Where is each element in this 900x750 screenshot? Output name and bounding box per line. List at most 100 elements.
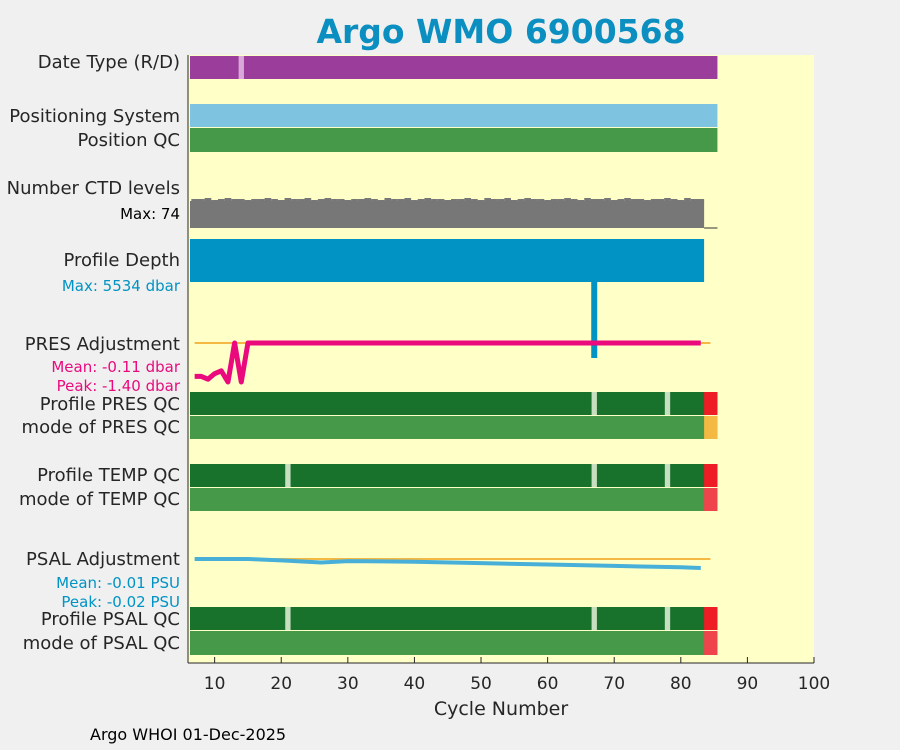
ctd-levels-cell bbox=[231, 199, 238, 202]
ctd-levels-cell bbox=[464, 198, 472, 201]
label-mode-pres-qc: mode of PRES QC bbox=[21, 417, 180, 438]
ctd-levels-cell bbox=[670, 199, 678, 202]
ctd-levels-cell bbox=[417, 199, 425, 202]
ctd-levels-cell bbox=[484, 198, 492, 201]
label-profile-psal-qc: Profile PSAL QC bbox=[40, 609, 180, 630]
ctd-levels-cell bbox=[510, 200, 518, 203]
ctd-levels-cell bbox=[331, 199, 338, 202]
ctd-levels-cell bbox=[404, 198, 412, 201]
ctd-levels-cell bbox=[391, 199, 398, 202]
ctd-levels-cell bbox=[537, 199, 545, 202]
ctd-levels-cell bbox=[424, 198, 432, 201]
ctd-levels-cell bbox=[211, 200, 218, 203]
label-pres-peak: Peak: -1.40 dbar bbox=[56, 377, 180, 395]
mode-psal-qc-bad bbox=[704, 631, 718, 655]
profile-depth-spike bbox=[591, 282, 598, 358]
label-depth-max: Max: 5534 dbar bbox=[61, 277, 180, 295]
ctd-levels-cell bbox=[491, 199, 498, 202]
ctd-levels-cell bbox=[237, 199, 245, 202]
ctd-levels-cell bbox=[544, 200, 551, 203]
label-pres-adjustment: PRES Adjustment bbox=[24, 334, 180, 355]
ctd-levels-cell bbox=[251, 199, 258, 202]
ctd-levels-cell bbox=[257, 199, 265, 202]
x-tick-label: 70 bbox=[603, 674, 626, 694]
ctd-levels-cell bbox=[204, 198, 212, 201]
ctd-levels-cell bbox=[264, 198, 272, 201]
x-tick-label: 90 bbox=[736, 674, 759, 694]
mode-psal-qc-bar bbox=[190, 631, 718, 655]
ctd-levels-cell bbox=[277, 200, 285, 203]
ctd-levels-cell bbox=[684, 198, 691, 201]
ctd-levels-cell bbox=[431, 199, 438, 202]
ctd-levels-cell bbox=[471, 199, 478, 202]
date-type-gap bbox=[238, 56, 244, 79]
ctd-levels-cell bbox=[384, 198, 392, 201]
ctd-levels-cell bbox=[317, 199, 325, 202]
mode-pres-qc-flag bbox=[704, 416, 718, 439]
ctd-levels-cell bbox=[457, 199, 465, 202]
ctd-levels-cell bbox=[444, 200, 452, 203]
ctd-levels-cell bbox=[624, 198, 631, 201]
ctd-levels-cell bbox=[291, 199, 298, 202]
ctd-levels-cell bbox=[497, 199, 505, 202]
profile-pres-qc-bad bbox=[704, 392, 718, 415]
x-tick-label: 10 bbox=[203, 674, 226, 694]
mode-temp-qc-bad bbox=[704, 488, 718, 511]
label-date-type: Date Type (R/D) bbox=[37, 52, 180, 73]
ctd-levels-cell bbox=[557, 199, 565, 202]
ctd-levels-cell bbox=[411, 200, 418, 203]
label-position-qc: Position QC bbox=[77, 130, 180, 151]
ctd-levels-cell bbox=[377, 200, 385, 203]
ctd-levels-cell bbox=[357, 199, 365, 202]
profile-depth-bar bbox=[190, 239, 705, 282]
label-profile-pres-qc: Profile PRES QC bbox=[39, 394, 180, 415]
ctd-levels-cell bbox=[590, 199, 598, 202]
label-ctd-max: Max: 74 bbox=[120, 205, 180, 223]
ctd-levels-cell bbox=[244, 200, 252, 203]
ctd-levels-cell bbox=[224, 198, 232, 201]
ctd-levels-cell bbox=[364, 198, 372, 201]
x-tick-label: 40 bbox=[403, 674, 426, 694]
ctd-levels-cell bbox=[371, 199, 378, 202]
label-mode-psal-qc: mode of PSAL QC bbox=[22, 633, 180, 654]
ctd-levels-cell bbox=[664, 198, 671, 201]
ctd-levels-cell bbox=[271, 199, 278, 202]
profile-temp-qc-bad bbox=[704, 464, 718, 487]
label-profile-depth: Profile Depth bbox=[63, 250, 180, 271]
profile-psal-qc-gap bbox=[591, 607, 597, 630]
ctd-levels-cell bbox=[530, 199, 538, 202]
x-tick-label: 100 bbox=[797, 674, 831, 694]
footer-credit: Argo WHOI 01-Dec-2025 bbox=[90, 725, 287, 744]
chart-title: Argo WMO 6900568 bbox=[316, 12, 686, 51]
ctd-levels-cell bbox=[604, 198, 611, 201]
ctd-levels-cell bbox=[570, 199, 578, 202]
ctd-levels-cell bbox=[677, 200, 685, 203]
ctd-levels-cell bbox=[344, 200, 352, 203]
ctd-levels-cell bbox=[644, 200, 651, 203]
label-positioning-system: Positioning System bbox=[9, 106, 180, 127]
x-tick-label: 30 bbox=[337, 674, 359, 694]
ctd-levels-cell bbox=[297, 199, 305, 202]
pres-adjustment-line bbox=[194, 340, 701, 385]
ctd-levels-cell bbox=[351, 199, 358, 202]
ctd-levels-cell bbox=[610, 200, 618, 203]
ctd-levels-cell bbox=[504, 198, 511, 201]
label-psal-peak: Peak: -0.02 PSU bbox=[61, 593, 180, 611]
ctd-levels-cell bbox=[217, 199, 225, 202]
ctd-levels-cell bbox=[617, 199, 625, 202]
ctd-levels-cell bbox=[650, 199, 658, 202]
label-mode-temp-qc: mode of TEMP QC bbox=[18, 489, 180, 510]
ctd-levels-cell bbox=[284, 198, 292, 201]
date-type-bar bbox=[190, 56, 718, 79]
label-psal-adjustment: PSAL Adjustment bbox=[25, 549, 180, 570]
psal-adjustment-line bbox=[194, 557, 701, 570]
profile-psal-qc-bar bbox=[190, 607, 718, 630]
label-psal-mean: Mean: -0.01 PSU bbox=[56, 574, 180, 592]
ctd-levels-cell bbox=[630, 199, 638, 202]
ctd-levels-cell bbox=[304, 198, 312, 201]
profile-pres-qc-bar bbox=[190, 392, 718, 415]
ctd-levels-cell bbox=[584, 198, 591, 201]
ctd-levels-cell bbox=[191, 199, 198, 202]
profile-temp-qc-gap bbox=[591, 464, 597, 487]
